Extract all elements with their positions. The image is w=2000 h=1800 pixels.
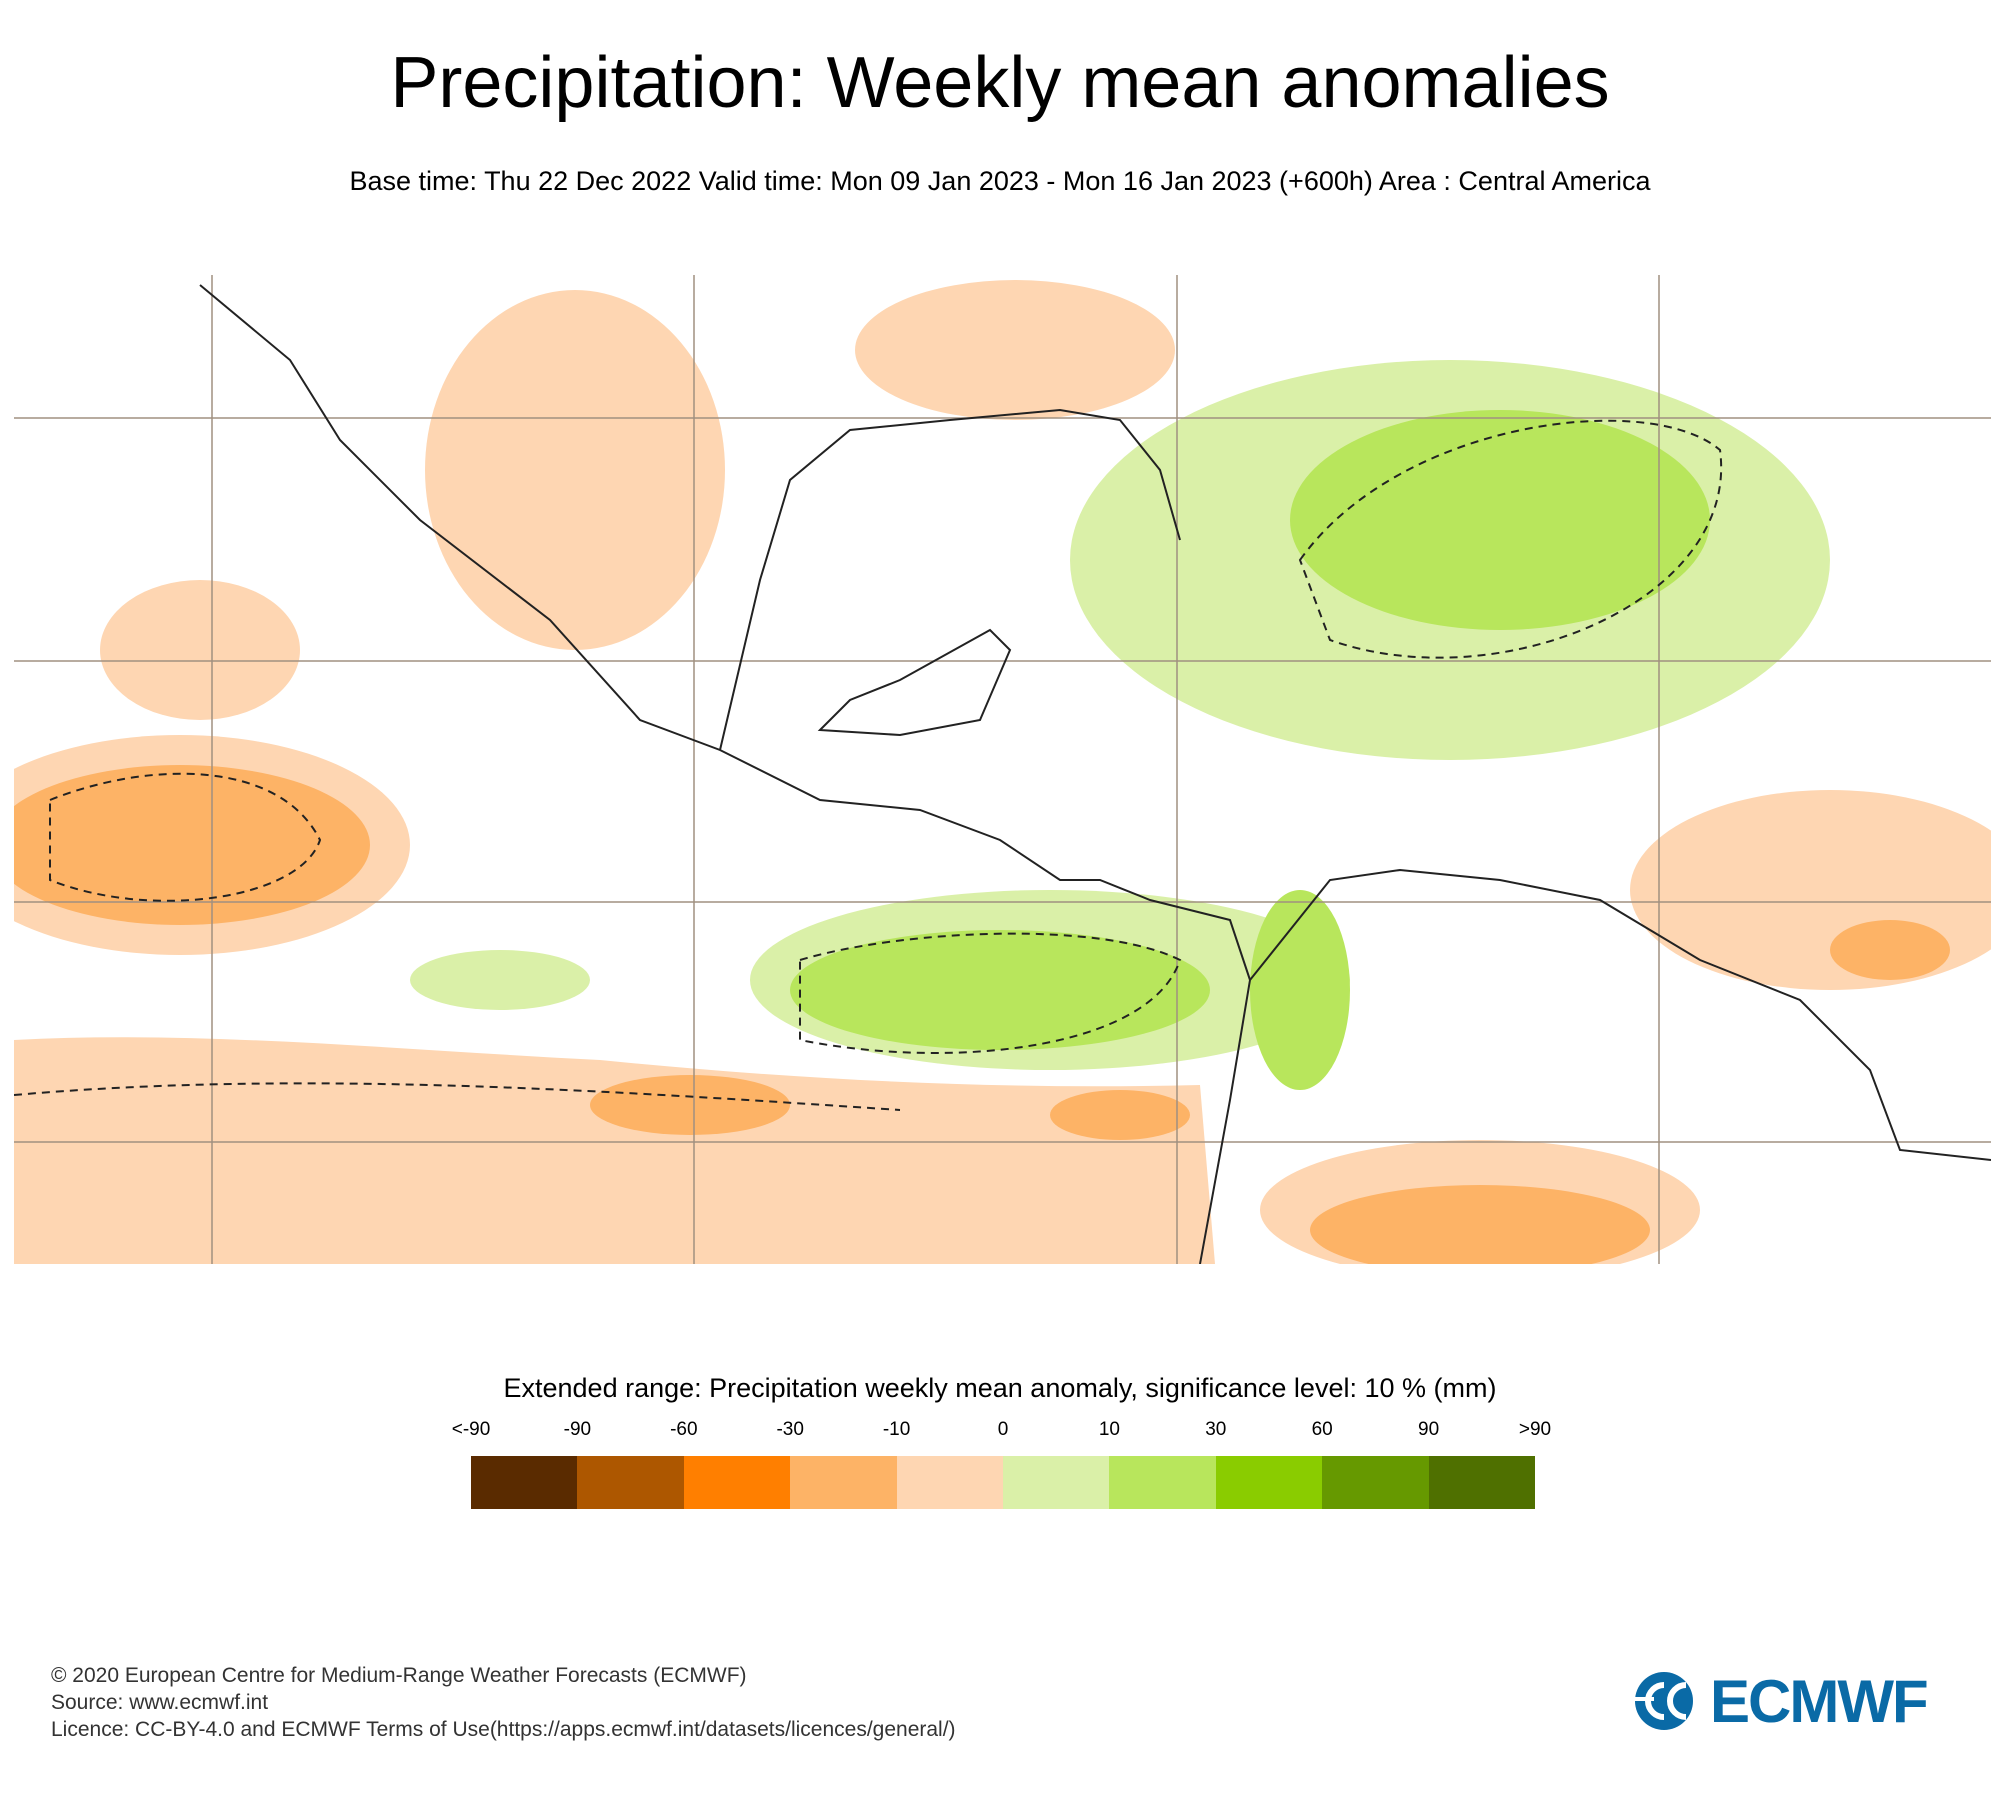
gridlines [14, 275, 1991, 1264]
region-pacific-green [790, 930, 1210, 1050]
legend-color-bin [1109, 1456, 1216, 1509]
region-antilles [1290, 410, 1710, 630]
ecmwf-logo-icon [1624, 1672, 1693, 1730]
legend-color-bin [577, 1456, 684, 1509]
legend-color-bar [471, 1456, 1536, 1509]
green-anomaly-regions [410, 360, 1830, 1090]
legend-tick-label: 60 [1311, 1419, 1333, 1440]
region-mexico [425, 290, 725, 650]
region-south-pacific [14, 1037, 1215, 1264]
legend-tick-label: <-90 [451, 1419, 491, 1440]
legend-color-bin [1003, 1456, 1110, 1509]
orange-anomaly-regions [14, 765, 1950, 1264]
source-text: Source: www.ecmwf.int [51, 1691, 269, 1714]
legend-tick-label: -10 [882, 1419, 911, 1440]
legend-title: Extended range: Precipitation weekly mea… [503, 1373, 1497, 1403]
legend-color-bin [471, 1456, 578, 1509]
legend-color-bin [683, 1456, 791, 1509]
copyright-text: © 2020 European Centre for Medium-Range … [51, 1664, 747, 1687]
significance-contours [14, 419, 1723, 1111]
region-gulf-north [855, 280, 1175, 420]
legend-color-bin [1215, 1456, 1323, 1509]
region-atlantic-east-inner [1830, 920, 1950, 980]
legend-tick-label: -90 [563, 1419, 592, 1440]
legend-tick-label: 10 [1098, 1419, 1120, 1440]
ecmwf-logo: ECMWF [1624, 1668, 1964, 1735]
licence-text: Licence: CC-BY-4.0 and ECMWF Terms of Us… [51, 1718, 956, 1741]
legend-color-bin [1322, 1456, 1429, 1509]
ecmwf-logo-text: ECMWF [1710, 1667, 1929, 1735]
footer: © 2020 European Centre for Medium-Range … [51, 1662, 956, 1743]
legend-tick-label: -60 [670, 1419, 698, 1440]
coastline [199, 284, 1991, 1264]
region-west-pacific [14, 765, 370, 925]
legend-tick-labels: <-90 -90 -60 -30 -10 0 10 30 60 90 >90 [452, 1419, 1551, 1443]
legend-tick-label: 30 [1205, 1419, 1227, 1440]
legend-color-bin [1428, 1456, 1536, 1509]
legend-tick-label: 0 [997, 1419, 1009, 1440]
legend-tick-label: >90 [1518, 1419, 1552, 1440]
region-pacific-band [590, 1075, 790, 1135]
region-brazil-inner [1310, 1185, 1650, 1264]
chart-subtitle: Base time: Thu 22 Dec 2022 Valid time: M… [349, 166, 1651, 196]
legend-color-bin [896, 1456, 1004, 1509]
legend-tick-label: 90 [1418, 1419, 1440, 1440]
region-colombia [1250, 890, 1350, 1090]
legend-tick-label: -30 [776, 1419, 804, 1440]
legend-color-bin [790, 1456, 897, 1509]
anomaly-map [14, 275, 1991, 1264]
chart-title: Precipitation: Weekly mean anomalies [390, 43, 1610, 123]
